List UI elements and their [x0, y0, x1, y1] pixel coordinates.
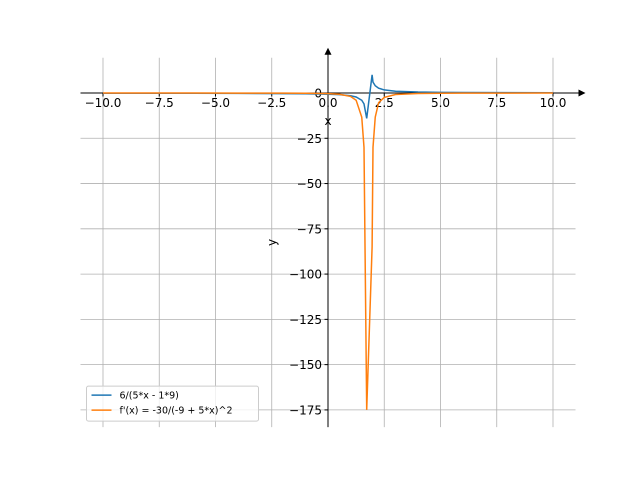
- legend-label: 6/(5*x - 1*9): [120, 391, 179, 402]
- x-tick-label: −5.0: [201, 96, 230, 110]
- legend: 6/(5*x - 1*9) f'(x) = -30/(-9 + 5*x)^2: [86, 385, 259, 422]
- x-tick-label: 7.5: [487, 96, 506, 110]
- y-tick-label: −50: [297, 177, 322, 191]
- y-tick-label: −175: [289, 403, 322, 417]
- x-tick-label: 0.0: [318, 96, 337, 110]
- y-tick-label: −25: [297, 132, 322, 146]
- legend-label: f'(x) = -30/(-9 + 5*x)^2: [120, 406, 233, 417]
- x-axis-label: x: [324, 114, 331, 128]
- legend-box: [86, 385, 259, 422]
- y-axis-label: y: [265, 239, 279, 246]
- x-tick-label: −10.0: [85, 96, 122, 110]
- y-tick-label: −100: [289, 268, 322, 282]
- series-line: [102, 92, 554, 410]
- x-tick-label: 2.5: [375, 96, 394, 110]
- x-tick-label: −7.5: [145, 96, 174, 110]
- y-axis-arrow: [324, 47, 332, 55]
- y-tick-label: −75: [297, 222, 322, 236]
- x-tick-label: −2.5: [257, 96, 286, 110]
- x-axis-arrow: [578, 89, 586, 97]
- x-tick-label: 5.0: [431, 96, 450, 110]
- y-tick-label: −125: [289, 313, 322, 327]
- x-tick-label: 10.0: [540, 96, 567, 110]
- y-tick-label: −150: [289, 358, 322, 372]
